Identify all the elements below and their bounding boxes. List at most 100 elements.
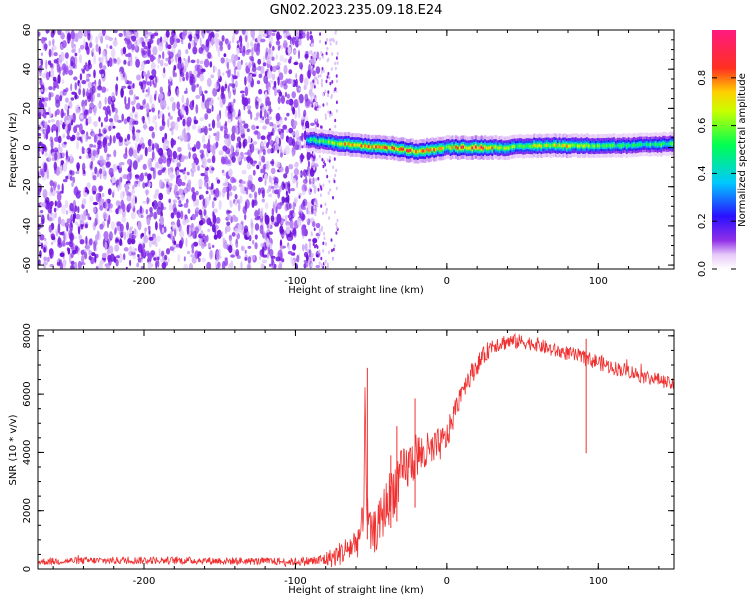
spectrogram-noise-cell — [287, 250, 293, 255]
spectrogram-noise-cell — [108, 167, 114, 176]
spectrogram-noise-cell — [142, 243, 146, 249]
spectrogram-noise-cell — [161, 227, 165, 233]
spectrogram-noise-cell — [44, 151, 48, 157]
spectrogram-noise-cell — [211, 37, 214, 47]
spectrogram-noise-cell — [191, 256, 197, 264]
spectrogram-noise-cell — [39, 95, 43, 99]
spectrogram-noise-cell — [157, 259, 160, 268]
spectrogram-noise-cell — [294, 38, 300, 48]
spectrogram-signal-cell — [333, 141, 336, 145]
spectrogram-noise-cell — [229, 237, 232, 244]
spectrogram-noise-cell — [131, 246, 135, 253]
spectrogram-noise-cell — [136, 146, 140, 154]
spectrogram-noise-cell — [300, 203, 304, 210]
spectrogram-signal-cell — [591, 144, 594, 148]
spectrogram-noise-cell — [222, 72, 225, 76]
spectrogram-noise-cell — [68, 229, 73, 237]
spectrogram-noise-cell — [191, 146, 197, 152]
spectrogram-noise-cell — [162, 51, 165, 60]
spectrogram-noise-cell — [274, 65, 279, 69]
spectrogram-signal-cell — [633, 143, 636, 147]
spectrogram-signal-cell — [351, 143, 354, 147]
spectrogram-noise-cell — [235, 249, 240, 257]
spectrogram-noise-cell — [146, 81, 151, 86]
colorbar-tick-label: 0.4 — [697, 165, 708, 181]
spectrogram-signal-cell — [315, 139, 318, 143]
spectrogram-noise-cell — [328, 179, 331, 184]
spectrogram-noise-cell — [44, 146, 48, 153]
spectrogram-noise-cell — [331, 80, 334, 84]
spectrogram-noise-cell — [130, 211, 136, 220]
spectrogram-noise-cell — [158, 250, 161, 260]
spectrogram-noise-cell — [320, 78, 323, 83]
spectrogram-noise-cell — [74, 261, 78, 269]
spectrogram-noise-cell — [254, 234, 258, 240]
spectrogram-noise-cell — [316, 203, 319, 208]
spectrogram-noise-cell — [327, 90, 330, 94]
spectrogram-noise-cell — [168, 202, 173, 212]
spectrogram-noise-cell — [76, 190, 82, 194]
spectrogram-noise-cell — [138, 257, 142, 263]
spectrogram-noise-cell — [129, 259, 132, 267]
spectrogram-noise-cell — [197, 251, 202, 257]
spectrogram-noise-cell — [119, 71, 122, 78]
spectrogram-noise-cell — [314, 157, 318, 162]
spectrogram-noise-cell — [261, 142, 264, 147]
spectrogram-noise-cell — [205, 39, 210, 48]
snr-frame — [37, 329, 675, 570]
spectrogram-noise-cell — [261, 246, 265, 257]
spectrogram-noise-cell — [217, 68, 221, 79]
spectrogram-signal-cell — [415, 149, 418, 153]
spectrogram-noise-cell — [311, 104, 314, 108]
spectrogram-noise-cell — [87, 136, 92, 140]
spectrogram-signal-cell — [533, 143, 536, 147]
spectrogram-noise-cell — [271, 207, 274, 217]
spectrogram-noise-cell — [312, 79, 315, 83]
spectrogram-noise-cell — [266, 54, 272, 65]
spectrogram-noise-cell — [301, 224, 306, 233]
spectrogram-noise-cell — [139, 154, 143, 161]
spectrogram-noise-cell — [199, 37, 202, 47]
spectrogram-noise-cell — [276, 62, 281, 66]
spectrogram-signal-cell — [569, 144, 572, 148]
spectrogram-noise-cell — [78, 234, 83, 241]
spectrogram-noise-cell — [177, 146, 182, 153]
spectrogram-signal-cell — [575, 143, 578, 147]
spectrogram-noise-cell — [216, 79, 220, 87]
spectrogram-noise-cell — [235, 80, 238, 88]
spectrogram-noise-cell — [292, 201, 295, 212]
spectrogram-noise-cell — [154, 241, 158, 247]
spectrogram-noise-cell — [82, 162, 86, 171]
spectrogram-noise-cell — [244, 256, 248, 261]
spectrogram-noise-cell — [105, 263, 111, 269]
spectrogram-signal-cell — [653, 142, 656, 146]
spectrogram-noise-cell — [143, 45, 148, 50]
spectrogram-signal-cell — [342, 142, 345, 146]
spectrogram-noise-cell — [334, 61, 337, 66]
spectrogram-noise-cell — [304, 93, 309, 102]
spectrogram-noise-cell — [310, 50, 313, 54]
spectrogram-noise-cell — [39, 250, 42, 259]
spectrogram-noise-cell — [264, 232, 267, 238]
spectrogram-noise-cell — [117, 119, 123, 123]
spectrogram-noise-cell — [68, 240, 74, 248]
spectrogram-noise-cell — [146, 217, 151, 226]
spectrogram-noise-cell — [325, 210, 328, 215]
spectrogram-noise-cell — [211, 200, 215, 209]
spectrogram-noise-cell — [298, 93, 304, 104]
spectrogram-noise-cell — [222, 172, 227, 177]
spectrogram-noise-cell — [271, 143, 275, 154]
spectrogram-noise-cell — [264, 202, 269, 210]
spectrogram-noise-cell — [334, 87, 337, 92]
spectrogram-noise-cell — [111, 91, 116, 101]
spectrogram-noise-cell — [98, 78, 102, 88]
spectrogram-noise-cell — [131, 234, 136, 240]
spectrogram-noise-cell — [84, 223, 89, 229]
spectrogram-noise-cell — [209, 249, 214, 260]
spectrogram-signal-cell — [478, 146, 482, 150]
spectrogram-noise-cell — [327, 71, 330, 76]
spectrogram-noise-cell — [88, 59, 91, 66]
spectrogram-noise-cell — [89, 195, 94, 202]
spectrogram-noise-cell — [45, 131, 49, 140]
spectrogram-noise-cell — [314, 212, 317, 217]
